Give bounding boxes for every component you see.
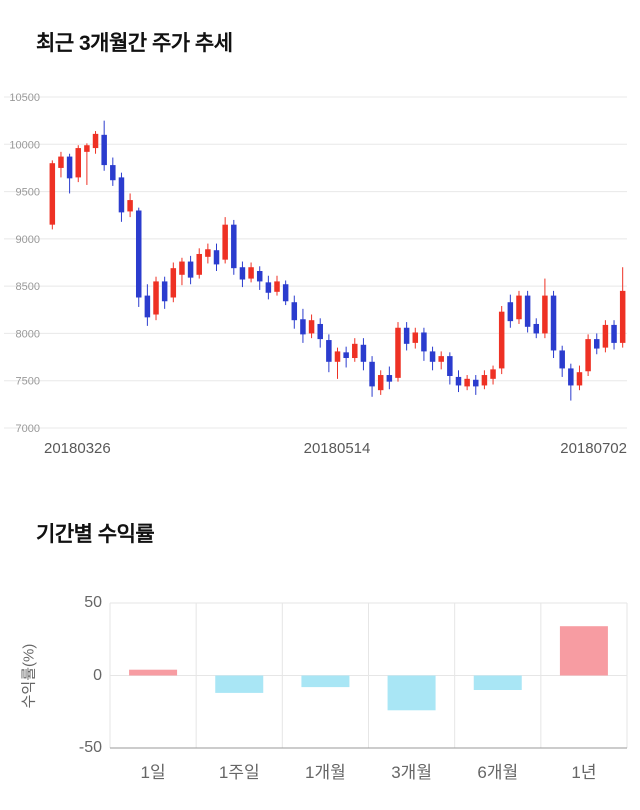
- x-tick-mid-date: 20180514: [303, 440, 371, 457]
- svg-text:9000: 9000: [16, 234, 40, 246]
- bar-category-label: 1일: [140, 763, 166, 782]
- returns-y-tick-0: 0: [93, 667, 102, 684]
- svg-text:10000: 10000: [9, 139, 40, 151]
- svg-text:8000: 8000: [16, 328, 40, 340]
- price-chart-x-axis: 20180326 20180514 20180702: [0, 440, 640, 460]
- returns-chart-x-axis: 1일 1주일 1개월 3개월 6개월 1년: [110, 758, 627, 783]
- svg-text:7000: 7000: [16, 423, 40, 435]
- bar-category-label: 1개월: [305, 763, 346, 782]
- returns-y-tick-neg50: -50: [78, 739, 102, 756]
- returns-y-tick-50: 50: [84, 594, 102, 611]
- svg-text:7500: 7500: [16, 376, 40, 388]
- returns-bar-chart: [109, 602, 628, 749]
- svg-text:10500: 10500: [9, 92, 40, 104]
- bar-category-label: 3개월: [391, 763, 432, 782]
- x-tick-end-date: 20180702: [560, 440, 627, 457]
- price-candlestick-chart: 10500 10000 9500 9000 8500 8000 7500 7000: [4, 92, 627, 435]
- svg-text:8500: 8500: [16, 281, 40, 293]
- returns-chart-title: 기간별 수익률: [36, 523, 155, 546]
- x-tick-start-date: 20180326: [44, 440, 111, 457]
- bar-category-label: 1주일: [218, 763, 260, 782]
- bar-category-label: 1년: [571, 763, 597, 782]
- svg-text:9500: 9500: [16, 187, 40, 199]
- price-chart-title: 최근 3개월간 주가 추세: [36, 32, 233, 55]
- bar-category-label: 6개월: [477, 763, 519, 782]
